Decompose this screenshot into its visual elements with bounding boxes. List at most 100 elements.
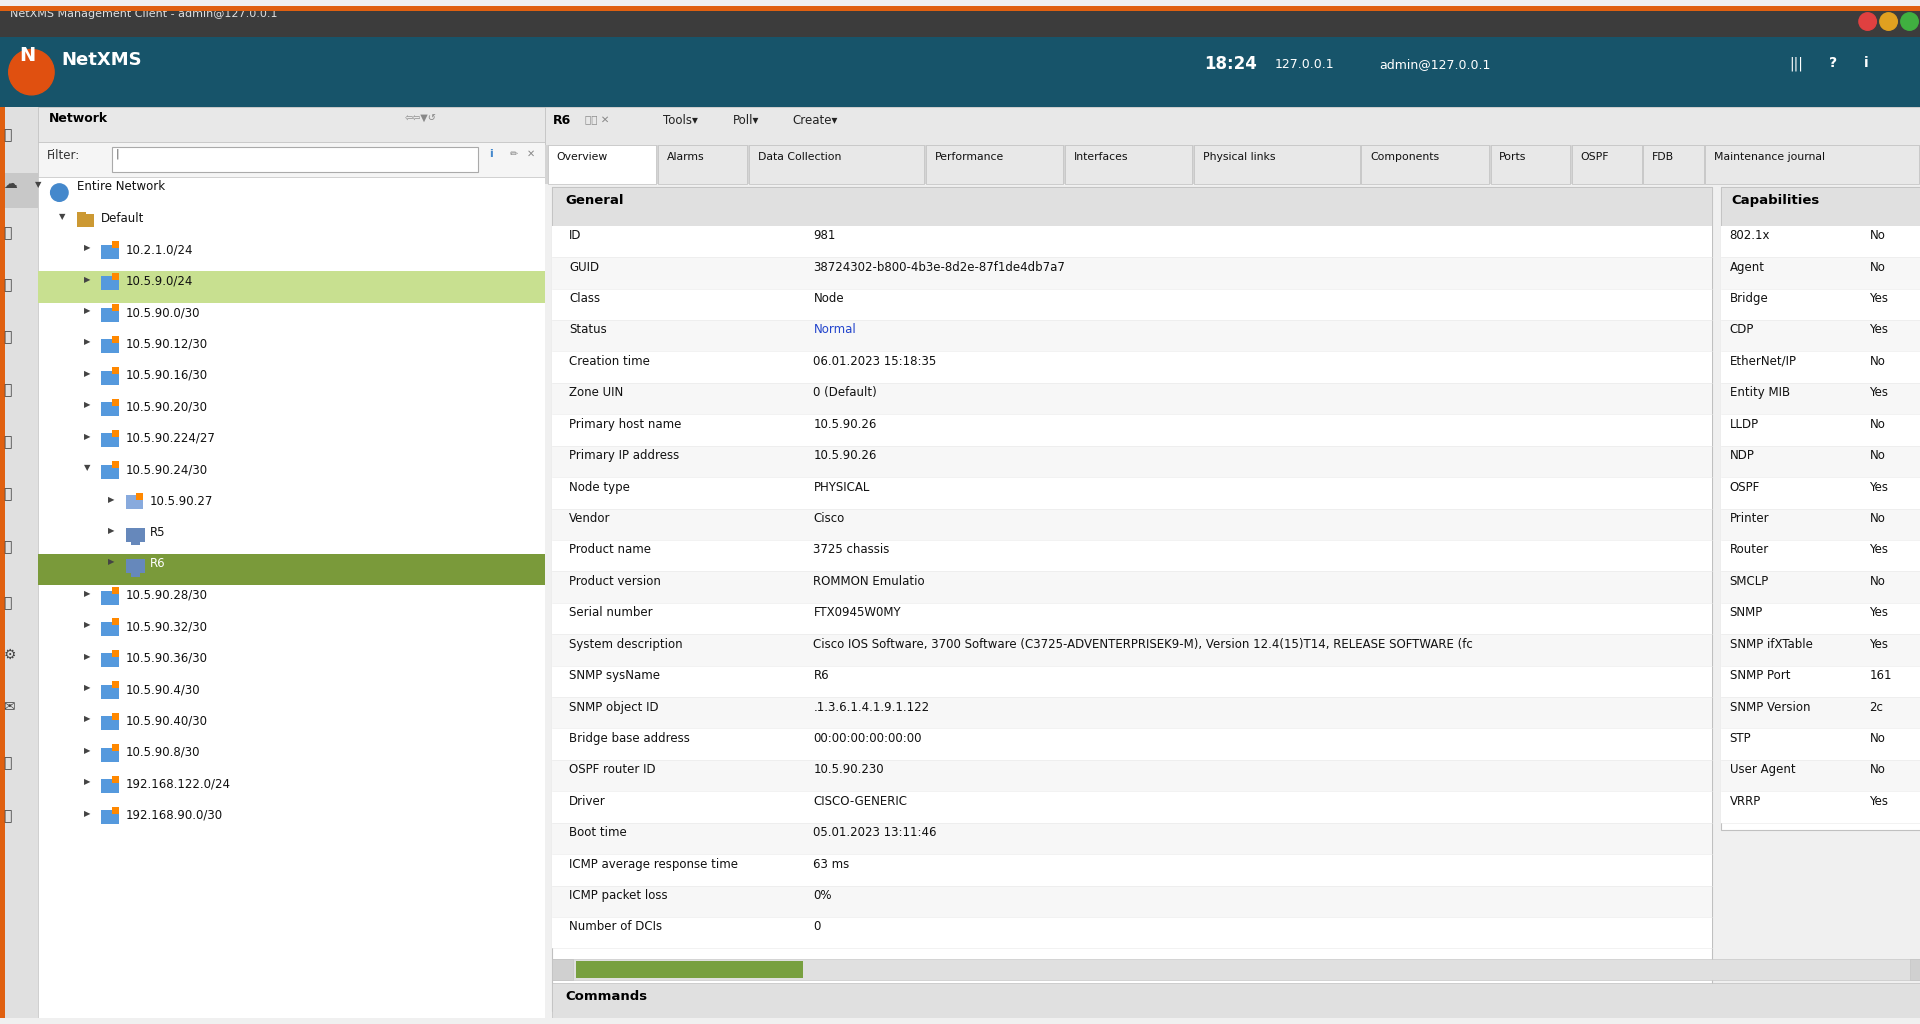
FancyBboxPatch shape — [102, 465, 119, 479]
Text: Bridge: Bridge — [1730, 292, 1768, 305]
Text: ROMMON Emulatio: ROMMON Emulatio — [814, 574, 925, 588]
Text: R6: R6 — [814, 669, 829, 682]
Text: ▶: ▶ — [108, 495, 115, 504]
Text: ⚙: ⚙ — [4, 648, 15, 663]
FancyBboxPatch shape — [1720, 187, 1920, 225]
FancyBboxPatch shape — [0, 37, 1920, 108]
Text: Yes: Yes — [1870, 292, 1889, 305]
Text: ▶: ▶ — [84, 809, 90, 818]
FancyBboxPatch shape — [0, 108, 6, 1024]
Text: admin@127.0.0.1: admin@127.0.0.1 — [1379, 58, 1490, 72]
FancyBboxPatch shape — [0, 6, 1920, 11]
Text: ▶: ▶ — [84, 683, 90, 692]
Text: ▶: ▶ — [84, 244, 90, 252]
Text: SNMP object ID: SNMP object ID — [568, 700, 659, 714]
Text: 📌: 📌 — [4, 757, 12, 770]
Text: Tools▾: Tools▾ — [662, 114, 699, 127]
Text: ▶: ▶ — [84, 369, 90, 378]
FancyBboxPatch shape — [77, 214, 94, 227]
Text: Entity MIB: Entity MIB — [1730, 386, 1789, 399]
Text: Vendor: Vendor — [568, 512, 611, 525]
Text: 10.5.90.36/30: 10.5.90.36/30 — [125, 651, 207, 665]
Text: Yes: Yes — [1870, 386, 1889, 399]
FancyBboxPatch shape — [102, 276, 119, 291]
FancyBboxPatch shape — [551, 383, 1713, 415]
Text: ▶: ▶ — [84, 274, 90, 284]
Text: 10.5.90.0/30: 10.5.90.0/30 — [125, 306, 200, 319]
FancyBboxPatch shape — [102, 810, 119, 824]
Text: User Agent: User Agent — [1730, 763, 1795, 776]
Text: 192.168.122.0/24: 192.168.122.0/24 — [125, 777, 230, 791]
Text: 10.5.90.28/30: 10.5.90.28/30 — [125, 589, 207, 602]
Text: ICMP average response time: ICMP average response time — [568, 857, 737, 870]
Text: 18:24: 18:24 — [1204, 54, 1258, 73]
FancyBboxPatch shape — [1720, 571, 1920, 603]
Text: Cisco: Cisco — [814, 512, 845, 525]
FancyBboxPatch shape — [1910, 958, 1920, 980]
FancyBboxPatch shape — [551, 666, 1713, 697]
Text: No: No — [1870, 229, 1885, 243]
FancyBboxPatch shape — [1720, 540, 1920, 571]
Text: Yes: Yes — [1870, 544, 1889, 556]
Text: Number of DCIs: Number of DCIs — [568, 921, 662, 934]
Text: 📋: 📋 — [4, 596, 12, 609]
Text: ▶: ▶ — [84, 745, 90, 755]
Text: 38724302-b800-4b3e-8d2e-87f1de4db7a7: 38724302-b800-4b3e-8d2e-87f1de4db7a7 — [814, 261, 1066, 273]
Text: CDP: CDP — [1730, 324, 1755, 337]
FancyBboxPatch shape — [1644, 145, 1703, 184]
FancyBboxPatch shape — [659, 145, 747, 184]
Text: EtherNet/IP: EtherNet/IP — [1730, 355, 1797, 368]
Text: 0 (Default): 0 (Default) — [814, 386, 877, 399]
Text: Node type: Node type — [568, 480, 630, 494]
Text: 0%: 0% — [814, 889, 831, 902]
Text: 10.5.90.16/30: 10.5.90.16/30 — [125, 369, 207, 382]
Text: i: i — [490, 148, 492, 159]
FancyBboxPatch shape — [111, 775, 119, 782]
FancyBboxPatch shape — [551, 886, 1713, 916]
FancyBboxPatch shape — [136, 493, 144, 500]
FancyBboxPatch shape — [102, 591, 119, 604]
FancyBboxPatch shape — [77, 212, 86, 217]
FancyBboxPatch shape — [1720, 225, 1920, 257]
FancyBboxPatch shape — [111, 650, 119, 656]
Text: 📖: 📖 — [4, 279, 12, 292]
Text: ?: ? — [1830, 56, 1837, 71]
Text: Agent: Agent — [1730, 261, 1764, 273]
FancyBboxPatch shape — [925, 145, 1064, 184]
FancyBboxPatch shape — [111, 462, 119, 468]
FancyBboxPatch shape — [111, 713, 119, 720]
Text: 📋📋 ✕: 📋📋 ✕ — [586, 114, 609, 124]
Text: NetXMS Management Client - admin@127.0.0.1: NetXMS Management Client - admin@127.0.0… — [10, 9, 278, 19]
Text: 63 ms: 63 ms — [814, 857, 851, 870]
FancyBboxPatch shape — [102, 308, 119, 322]
Text: 🔖: 🔖 — [4, 809, 12, 822]
FancyBboxPatch shape — [576, 961, 803, 978]
Text: Poll▾: Poll▾ — [733, 114, 760, 127]
FancyBboxPatch shape — [102, 622, 119, 636]
FancyBboxPatch shape — [131, 542, 140, 545]
FancyBboxPatch shape — [1720, 257, 1920, 289]
Text: FTX0945W0MY: FTX0945W0MY — [814, 606, 900, 620]
FancyBboxPatch shape — [1720, 445, 1920, 477]
Text: Boot time: Boot time — [568, 826, 626, 840]
Text: |: | — [115, 148, 119, 160]
Circle shape — [1901, 13, 1918, 31]
FancyBboxPatch shape — [1720, 415, 1920, 445]
FancyBboxPatch shape — [38, 142, 545, 177]
FancyBboxPatch shape — [547, 145, 657, 184]
FancyBboxPatch shape — [1720, 509, 1920, 540]
Text: Yes: Yes — [1870, 324, 1889, 337]
Circle shape — [1859, 13, 1876, 31]
Text: LLDP: LLDP — [1730, 418, 1759, 431]
Text: ▶: ▶ — [84, 589, 90, 598]
FancyBboxPatch shape — [1720, 728, 1920, 760]
Text: No: No — [1870, 732, 1885, 744]
FancyBboxPatch shape — [111, 430, 119, 437]
Text: ✕: ✕ — [528, 148, 536, 159]
Text: 10.5.90.32/30: 10.5.90.32/30 — [125, 621, 207, 633]
Text: Yes: Yes — [1870, 480, 1889, 494]
Text: 10.5.90.27: 10.5.90.27 — [150, 495, 213, 508]
Text: 10.5.90.4/30: 10.5.90.4/30 — [125, 683, 200, 696]
FancyBboxPatch shape — [551, 509, 1713, 540]
FancyBboxPatch shape — [111, 807, 119, 814]
